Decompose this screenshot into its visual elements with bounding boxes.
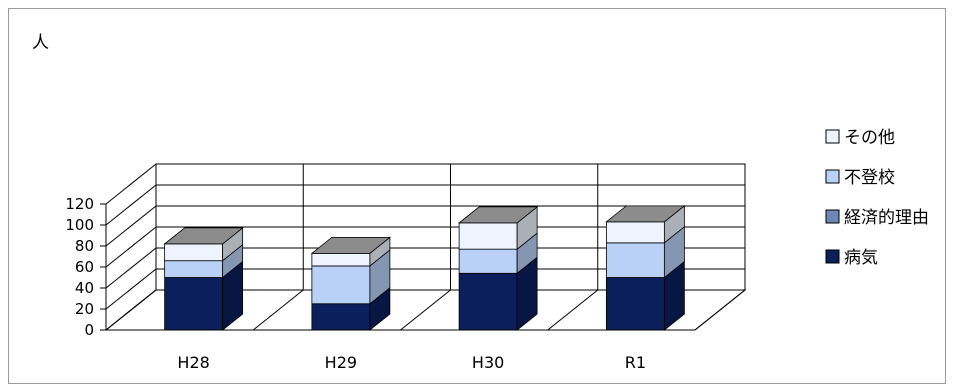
bar-segment xyxy=(311,265,371,305)
bar-segment xyxy=(311,252,371,267)
floor-divider xyxy=(105,289,157,331)
bar-stack-h28 xyxy=(163,227,244,331)
y-tick-label: 20 xyxy=(75,300,94,318)
legend-swatch xyxy=(825,209,840,224)
y-tick-label: 120 xyxy=(65,195,94,213)
y-tick-label: 60 xyxy=(75,258,94,276)
legend-label: 病気 xyxy=(844,248,878,268)
bar-top xyxy=(605,205,686,223)
legend-label: 経済的理由 xyxy=(844,208,929,228)
gridline-side xyxy=(105,247,157,289)
x-tick-label: R1 xyxy=(625,353,646,372)
bars xyxy=(163,205,686,331)
y-tick-label: 40 xyxy=(75,279,94,297)
gridline-side xyxy=(105,163,157,205)
legend-swatch xyxy=(825,249,840,264)
bar-segment xyxy=(164,277,224,331)
gridline-side xyxy=(105,226,157,268)
floor-divider xyxy=(547,289,599,331)
bar-segment xyxy=(605,242,665,278)
bar-segment xyxy=(164,260,224,278)
legend-item: 経済的理由 xyxy=(825,208,929,228)
legend-swatch xyxy=(825,169,840,184)
floor-divider xyxy=(400,289,451,331)
x-tick-label: H30 xyxy=(472,353,504,372)
legend-item: その他 xyxy=(825,128,895,148)
bar-segment xyxy=(458,248,518,274)
bar-top xyxy=(310,236,392,254)
gridline-side xyxy=(105,205,157,247)
bar-segment xyxy=(164,243,224,262)
bar-segment xyxy=(458,272,518,331)
bar-stack-h29 xyxy=(310,236,392,331)
gridline-side xyxy=(105,268,157,310)
y-axis-label: 人 xyxy=(32,33,49,53)
bar-stack-h30 xyxy=(457,206,539,331)
floor-divider xyxy=(252,289,304,331)
bar-stack-r1 xyxy=(605,205,686,331)
x-axis: H28 H29 H30 R1 xyxy=(106,329,695,372)
bar-segment xyxy=(605,221,665,244)
bar-segment xyxy=(458,222,518,250)
legend-swatch xyxy=(825,129,840,144)
gridline-side xyxy=(105,184,157,226)
y-axis: 0 20 40 60 80 100 120 xyxy=(65,195,106,339)
floor-divider xyxy=(694,289,746,331)
y-tick-label: 80 xyxy=(75,237,94,255)
bar-top xyxy=(457,206,539,224)
y-tick-label: 0 xyxy=(84,321,94,339)
legend-item: 病気 xyxy=(825,248,878,268)
x-tick-label: H28 xyxy=(177,353,209,372)
legend-label: 不登校 xyxy=(844,168,895,188)
bar-top xyxy=(163,227,244,245)
legend-label: その他 xyxy=(844,128,895,148)
x-tick-label: H29 xyxy=(325,353,357,372)
y-tick-label: 100 xyxy=(65,216,94,234)
legend-item: 不登校 xyxy=(825,168,895,188)
bar-segment xyxy=(311,303,371,331)
bar-segment xyxy=(605,277,665,331)
